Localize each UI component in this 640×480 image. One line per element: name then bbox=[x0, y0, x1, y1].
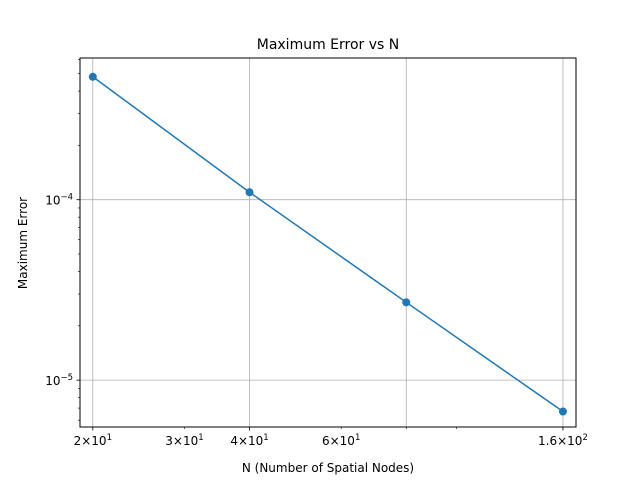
chart-title: Maximum Error vs N bbox=[257, 37, 400, 53]
x-minor-tick-label-exponent: 1 bbox=[355, 433, 360, 443]
data-point bbox=[558, 407, 567, 416]
x-tick-label-exponent: 2 bbox=[582, 433, 587, 443]
x-tick-label-exponent: 1 bbox=[107, 433, 112, 443]
data-point bbox=[245, 188, 254, 197]
x-tick-label-base: 4×10 bbox=[230, 434, 263, 448]
y-tick-label: 10−5 bbox=[45, 373, 73, 388]
x-tick-label-exponent: 1 bbox=[263, 433, 268, 443]
x-tick-label: 4×101 bbox=[230, 433, 268, 448]
plot-frame bbox=[79, 57, 577, 428]
series-layer bbox=[88, 72, 567, 416]
x-minor-tick-label: 6×101 bbox=[322, 433, 360, 448]
x-minor-tick-label-exponent: 1 bbox=[198, 433, 203, 443]
x-tick-label-base: 2×10 bbox=[74, 434, 107, 448]
x-tick-label: 2×101 bbox=[74, 433, 112, 448]
data-point bbox=[402, 298, 411, 307]
grid-layer bbox=[80, 58, 576, 427]
y-tick-label: 10−4 bbox=[45, 193, 73, 208]
y-tick-label-exponent: −4 bbox=[60, 193, 73, 203]
x-minor-tick-label-base: 3×10 bbox=[165, 434, 198, 448]
y-tick-label-base: 10 bbox=[45, 194, 60, 208]
x-tick-label-base: 1.6×10 bbox=[538, 434, 582, 448]
x-tick-label: 1.6×102 bbox=[538, 433, 588, 448]
y-tick-label-exponent: −5 bbox=[60, 373, 73, 383]
series-line bbox=[92, 76, 564, 413]
y-axis-label: Maximum Error bbox=[16, 197, 30, 289]
x-minor-tick-label-base: 6×10 bbox=[322, 434, 355, 448]
x-axis-label: N (Number of Spatial Nodes) bbox=[242, 461, 414, 475]
data-point bbox=[88, 72, 97, 81]
x-minor-tick-label: 3×101 bbox=[165, 433, 203, 448]
y-tick-label-base: 10 bbox=[45, 374, 60, 388]
